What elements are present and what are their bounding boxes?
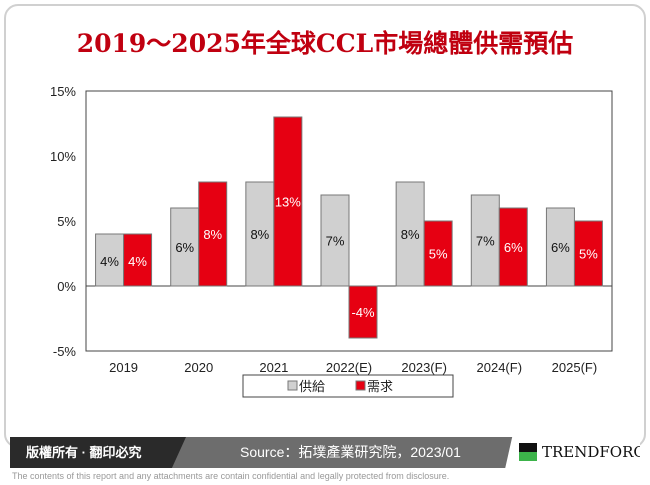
bar-demand xyxy=(573,220,603,287)
bar-demand xyxy=(348,285,378,339)
chart-title: 2019～2025年全球CCL市場總體供需預估 xyxy=(76,29,574,58)
data-label: 8% xyxy=(203,227,222,242)
data-label: 8% xyxy=(250,227,269,242)
legend-label: 供給 xyxy=(299,380,325,395)
plot-area xyxy=(85,90,613,352)
x-tick-label: 2023(F) xyxy=(401,360,447,375)
legend-swatch xyxy=(355,380,366,391)
data-label: 7% xyxy=(326,234,345,249)
bar-supply xyxy=(470,194,500,287)
bar-supply xyxy=(545,207,575,287)
x-tick-label: 2024(F) xyxy=(477,360,523,375)
y-tick-label: -5% xyxy=(53,344,77,359)
data-label: 7% xyxy=(476,234,495,249)
legend-swatch xyxy=(287,380,298,391)
data-label: 6% xyxy=(504,240,523,255)
data-label: 4% xyxy=(128,254,147,269)
y-tick-label: 10% xyxy=(50,149,76,164)
source-label: Source：拓墣產業研究院，2023/01 xyxy=(240,444,461,460)
y-tick-label: 5% xyxy=(57,214,76,229)
y-tick-label: 0% xyxy=(57,279,76,294)
x-tick-label: 2019 xyxy=(109,360,138,375)
logo-mark-icon xyxy=(519,443,537,461)
data-label: 5% xyxy=(579,247,598,262)
disclaimer: The contents of this report and any atta… xyxy=(12,471,450,481)
data-label: 5% xyxy=(429,247,448,262)
data-label: 6% xyxy=(551,240,570,255)
legend-label: 需求 xyxy=(367,380,393,395)
data-label: 6% xyxy=(175,240,194,255)
bar-supply xyxy=(95,233,125,287)
data-label: -4% xyxy=(351,305,375,320)
trendforce-logo: TRENDFORCE xyxy=(505,433,640,469)
x-tick-label: 2022(E) xyxy=(326,360,372,375)
legend xyxy=(242,374,454,398)
bar-demand xyxy=(273,116,303,287)
x-tick-label: 2021 xyxy=(259,360,288,375)
x-tick-label: 2020 xyxy=(184,360,213,375)
data-label: 8% xyxy=(401,227,420,242)
data-label: 4% xyxy=(100,254,119,269)
bar-supply xyxy=(320,194,350,287)
logo-text: TRENDFORCE xyxy=(542,443,650,461)
data-label: 13% xyxy=(275,195,301,210)
x-tick-label: 2025(F) xyxy=(552,360,598,375)
y-tick-label: 15% xyxy=(50,84,76,99)
copyright-label: 版權所有 · 翻印必究 xyxy=(10,437,186,468)
bar-demand xyxy=(198,181,228,287)
bar-demand xyxy=(423,220,453,287)
bar-demand xyxy=(498,207,528,287)
bar-demand xyxy=(123,233,153,287)
bar-supply xyxy=(395,181,425,287)
